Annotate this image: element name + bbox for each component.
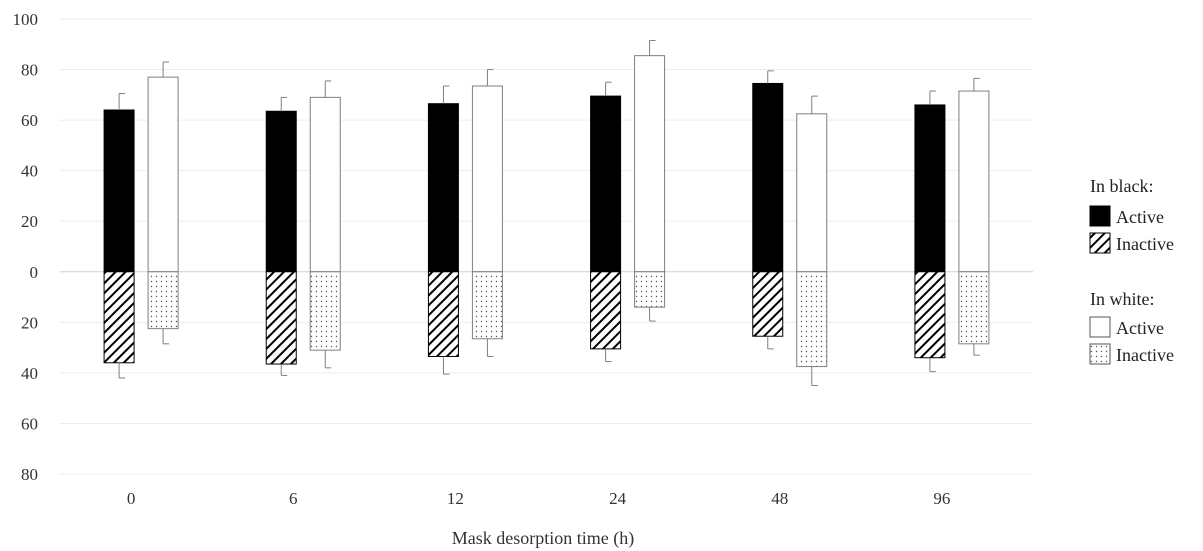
y-tick-label: 40 <box>21 364 38 383</box>
bar-white-inactive <box>471 271 503 340</box>
legend-swatch-black-inactive <box>1089 232 1111 254</box>
bar-black-inactive <box>590 271 622 350</box>
bar-black-active <box>914 104 946 273</box>
bar-black-inactive <box>914 271 946 359</box>
bar-white-active <box>796 113 828 273</box>
legend-label-white-active: Active <box>1116 318 1164 338</box>
y-tick-label: 60 <box>21 414 38 433</box>
x-axis-title: Mask desorption time (h) <box>452 528 634 549</box>
legend-swatch-black-active <box>1089 205 1111 227</box>
bar-white-inactive <box>958 271 990 345</box>
y-tick-label: 80 <box>21 465 38 484</box>
legend-swatch-white-active <box>1089 316 1111 338</box>
bar-white-active <box>471 85 503 273</box>
y-axis-ticks: 100 80 60 40 20 0 20 40 60 80 <box>13 10 39 484</box>
bar-black-inactive <box>265 271 297 365</box>
bar-white-inactive <box>147 271 179 330</box>
bar-black-inactive <box>103 271 135 364</box>
bar-black-inactive <box>752 271 784 337</box>
bar-black-active <box>752 82 784 273</box>
x-axis-ticks: 0 6 12 24 48 96 <box>127 489 951 508</box>
x-tick-label: 6 <box>289 489 298 508</box>
gridlines <box>60 18 1033 475</box>
bar-white-active <box>958 90 990 273</box>
legend-label-black-inactive: Inactive <box>1116 234 1174 254</box>
bar-white-active <box>309 96 341 273</box>
bar-black-active <box>103 109 135 273</box>
y-tick-label: 0 <box>30 263 39 282</box>
bar-white-inactive <box>634 271 666 308</box>
error-bars <box>118 39 980 387</box>
bar-black-active <box>265 110 297 273</box>
legend-swatch-white-inactive <box>1089 343 1111 365</box>
legend: In black: Active Inactive In white: Acti… <box>1089 176 1174 365</box>
y-tick-label: 60 <box>21 111 38 130</box>
y-tick-label: 20 <box>21 212 38 231</box>
bar-white-inactive <box>309 271 341 351</box>
legend-label-black-active: Active <box>1116 207 1164 227</box>
legend-heading-black: In black: <box>1090 176 1153 196</box>
y-tick-label: 100 <box>13 10 39 29</box>
x-tick-label: 48 <box>771 489 788 508</box>
x-tick-label: 24 <box>609 489 627 508</box>
bar-white-inactive <box>796 271 828 368</box>
x-tick-label: 96 <box>933 489 950 508</box>
bar-black-active <box>590 95 622 273</box>
y-tick-label: 40 <box>21 162 38 181</box>
bars <box>103 55 990 368</box>
bar-white-active <box>147 76 179 273</box>
x-tick-label: 0 <box>127 489 136 508</box>
x-tick-label: 12 <box>447 489 464 508</box>
bar-white-active <box>634 55 666 273</box>
bar-black-active <box>427 103 459 273</box>
bar-black-inactive <box>427 271 459 357</box>
y-tick-label: 20 <box>21 313 38 332</box>
y-tick-label: 80 <box>21 61 38 80</box>
legend-heading-white: In white: <box>1090 289 1155 309</box>
legend-label-white-inactive: Inactive <box>1116 345 1174 365</box>
